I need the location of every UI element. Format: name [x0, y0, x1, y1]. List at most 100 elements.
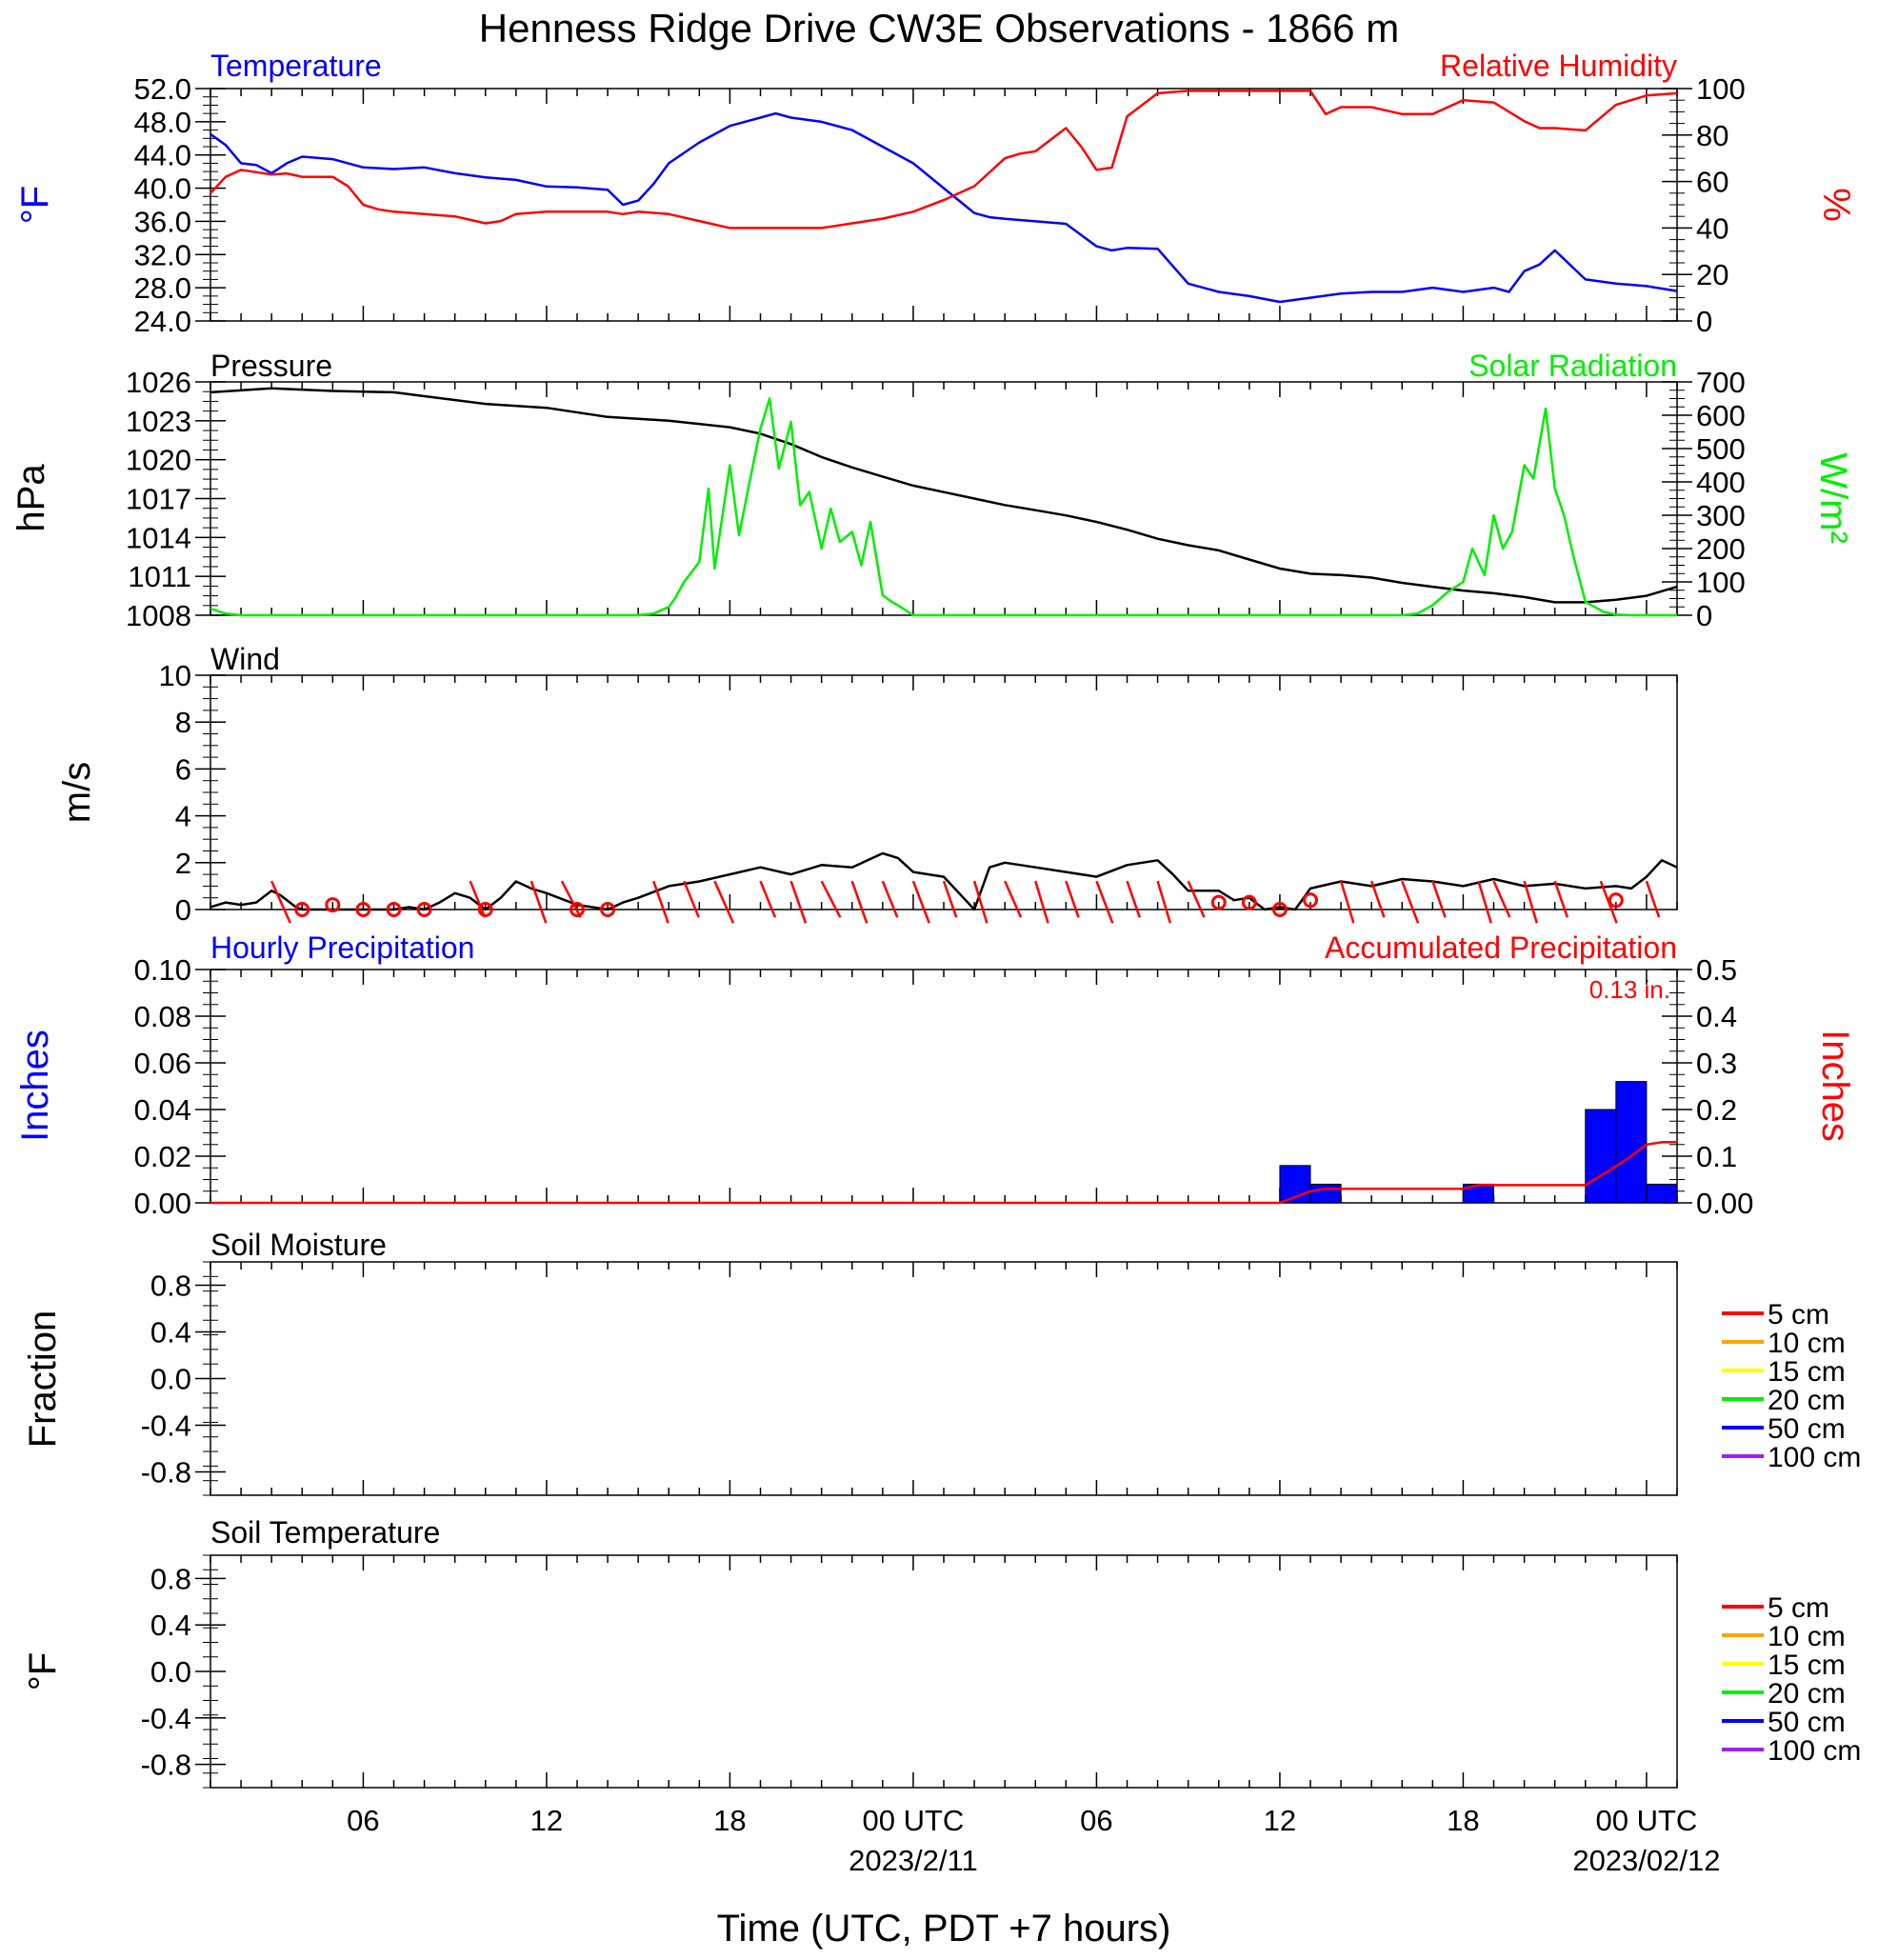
y-tick-label: 52.0	[134, 72, 191, 106]
legend-label: 50 cm	[1768, 1413, 1846, 1445]
humidity-line	[210, 90, 1678, 230]
y-tick-label: 1017	[126, 483, 191, 516]
wind-barb	[1401, 880, 1420, 924]
wind-barb	[1369, 880, 1386, 918]
calm-wind-marker	[355, 902, 371, 917]
soil-temperature-label: Soil Temperature	[210, 1515, 440, 1550]
wind-barb	[1645, 880, 1661, 918]
wind-barb	[713, 880, 735, 924]
calm-wind-marker	[600, 902, 616, 917]
hourly-precip-bar	[1646, 1183, 1678, 1204]
wind-barb	[1553, 880, 1569, 918]
y-tick-label: 0	[1696, 599, 1712, 632]
legend-label: 15 cm	[1768, 1356, 1846, 1388]
y-tick-label: -0.8	[141, 1456, 191, 1490]
panel-frame	[210, 969, 1678, 1204]
wind-barb	[789, 880, 808, 924]
panel-precipitation: Hourly Precipitation Accumulated Precipi…	[14, 930, 1856, 1204]
calm-wind-marker	[416, 902, 432, 917]
chart-title: Henness Ridge Drive CW3E Observations - …	[479, 6, 1399, 50]
y-tick-label: 100	[1696, 72, 1746, 106]
y-tick-label: 200	[1696, 532, 1746, 566]
wind-label: Wind	[210, 642, 280, 676]
y-tick-label: 100	[1696, 566, 1746, 599]
pressure-unit-label: hPa	[10, 464, 52, 532]
panel-frame	[210, 674, 1678, 910]
x-date-label: 2023/02/12	[1572, 1844, 1720, 1877]
wind-barb	[529, 880, 548, 924]
humidity-unit-label: %	[1815, 188, 1857, 222]
y-tick-label: 4	[175, 800, 191, 833]
hourly-precip-label: Hourly Precipitation	[210, 930, 474, 965]
panel-soil-moisture: Soil Moisture Fraction	[22, 1228, 1678, 1496]
y-tick-label: 0.4	[1696, 1000, 1737, 1033]
accum-precip-label: Accumulated Precipitation	[1325, 930, 1677, 965]
solar-label: Solar Radiation	[1468, 349, 1677, 383]
y-tick-label: 0.00	[134, 1187, 191, 1220]
y-tick-label: 0	[1696, 305, 1712, 338]
legend-label: 10 cm	[1768, 1621, 1846, 1652]
calm-wind-marker	[569, 902, 585, 917]
x-tick-label: 12	[530, 1804, 563, 1837]
wind-barb	[850, 880, 869, 924]
soil-moisture-unit-label: Fraction	[22, 1310, 64, 1449]
wind-barb	[942, 880, 958, 918]
calm-wind-marker	[294, 902, 310, 917]
legend-label: 100 cm	[1768, 1442, 1861, 1473]
y-tick-label: 0.00	[1696, 1187, 1753, 1220]
pressure-line	[210, 387, 1678, 604]
y-tick-label: 6	[175, 752, 191, 786]
hourly-precip-bar	[1615, 1081, 1648, 1204]
panel-soil-temperature: Soil Temperature °F	[22, 1515, 1678, 1789]
y-tick-label: 300	[1696, 499, 1746, 532]
calm-wind-marker	[1608, 892, 1624, 909]
y-tick-label: 0.10	[134, 953, 191, 987]
wind-barb	[1034, 880, 1049, 924]
wind-barb	[1339, 880, 1355, 924]
calm-wind-marker	[1303, 892, 1318, 909]
legend-label: 5 cm	[1768, 1299, 1829, 1330]
y-tick-label: 1026	[126, 366, 191, 399]
x-tick-label: 18	[1447, 1804, 1479, 1837]
x-axis-title: Time (UTC, PDT +7 hours)	[717, 1908, 1171, 1950]
solar-unit-label: W/m²	[1812, 452, 1854, 544]
calm-wind-marker	[325, 897, 341, 913]
y-tick-label: 0.8	[150, 1562, 191, 1595]
y-tick-label: 0.1	[1696, 1140, 1737, 1173]
soil-moisture-label: Soil Moisture	[210, 1228, 387, 1262]
y-tick-label: 36.0	[134, 205, 191, 238]
panel-wind: Wind m/s	[56, 642, 1678, 910]
calm-wind-marker	[386, 902, 402, 917]
y-tick-label: 700	[1696, 366, 1746, 399]
soil-temperature-unit-label: °F	[22, 1652, 64, 1690]
legend-label: 10 cm	[1768, 1328, 1846, 1359]
wind-unit-label: m/s	[56, 762, 98, 823]
y-tick-label: 32.0	[134, 238, 191, 271]
wind-barb	[683, 880, 700, 918]
y-tick-label: 0.8	[150, 1270, 191, 1303]
y-tick-label: 40	[1696, 211, 1728, 245]
wind-barb	[1492, 880, 1511, 918]
y-tick-label: 0.5	[1696, 953, 1737, 987]
y-tick-label: 0.3	[1696, 1047, 1737, 1080]
temperature-label: Temperature	[210, 49, 382, 83]
legend-label: 15 cm	[1768, 1650, 1846, 1681]
wind-barb	[270, 880, 291, 924]
wind-barb	[911, 880, 930, 924]
y-tick-label: 0	[175, 893, 191, 927]
y-tick-label: 0.2	[1696, 1093, 1737, 1127]
y-tick-label: 0.08	[134, 1000, 191, 1033]
y-tick-label: 0.4	[150, 1609, 191, 1642]
wind-barb	[1431, 880, 1447, 918]
panel-temperature-humidity: Temperature Relative Humidity °F %	[14, 49, 1857, 322]
y-tick-label: 400	[1696, 466, 1746, 499]
y-tick-label: 1008	[126, 599, 191, 632]
accum-precip-total: 0.13 in.	[1589, 975, 1670, 1004]
calm-wind-marker	[1241, 894, 1257, 910]
legend-label: 20 cm	[1768, 1385, 1846, 1416]
x-tick-label: 00 UTC	[863, 1804, 965, 1837]
y-tick-label: 40.0	[134, 172, 191, 206]
y-tick-label: 600	[1696, 399, 1746, 432]
